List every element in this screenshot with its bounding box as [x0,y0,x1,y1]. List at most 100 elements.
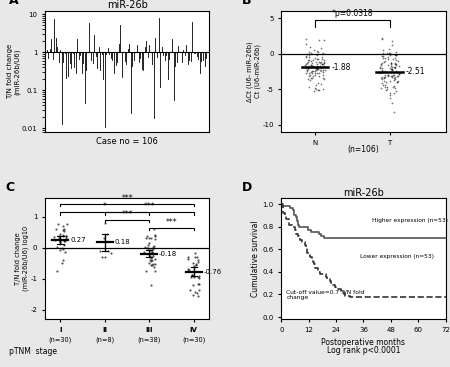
Point [380,83,387,88]
Point [313,70,320,76]
Point [148,249,155,255]
Point [394,58,401,64]
Point [144,245,152,251]
Point [382,84,389,90]
Point [60,228,68,234]
Point [317,65,324,71]
Point [143,235,150,240]
Point [320,86,327,92]
Point [151,264,158,270]
Point [303,41,310,47]
Point [387,63,394,69]
Point [380,55,387,61]
Point [59,228,67,233]
Point [148,249,156,255]
Point [389,67,396,73]
Point [392,76,399,82]
Point [55,233,63,239]
Point [382,83,389,88]
Point [391,90,398,96]
Text: pTNM  stage: pTNM stage [9,347,57,356]
Point [194,259,202,265]
Point [320,76,328,82]
Point [387,61,395,67]
Point [383,84,391,90]
Point [303,70,310,76]
Point [192,250,199,256]
Point [389,67,396,73]
Point [304,67,311,73]
Point [394,73,401,79]
Point [142,268,149,274]
Point [144,246,151,251]
Point [394,78,401,84]
Point [303,59,310,65]
Point [303,68,310,74]
Text: (n=38): (n=38) [138,336,161,343]
Point [303,64,310,70]
Point [391,55,398,61]
Point [144,233,151,239]
Point [145,240,152,246]
Point [192,254,199,260]
Point [320,62,327,68]
Point [387,59,394,65]
Point [151,268,158,274]
Point [320,61,328,66]
Point [320,72,327,78]
Point [313,48,320,54]
Point [304,59,311,65]
Point [312,59,319,65]
Point [377,65,384,70]
Point [381,72,388,78]
Point [189,282,197,288]
Point [307,75,314,81]
Point [149,253,157,259]
Point [381,68,388,74]
Point [311,68,319,74]
Point [390,84,397,90]
Point [144,243,152,248]
Point [193,262,200,268]
Text: -0.76: -0.76 [203,269,222,275]
Point [383,87,391,92]
Point [195,274,202,280]
Point [317,81,324,87]
Title: miR-26b: miR-26b [107,0,148,10]
Point [392,60,399,66]
Point [146,253,153,259]
Point [184,254,192,260]
Point [316,63,324,69]
Point [190,260,197,266]
Point [309,63,316,69]
Point [385,54,392,59]
Point [59,257,66,263]
Point [313,65,320,71]
Text: (n=8): (n=8) [95,336,114,343]
Point [389,66,396,72]
Point [302,61,310,67]
Y-axis label: T/N fold change
(miR-26b/U6) log10: T/N fold change (miR-26b/U6) log10 [15,226,29,291]
Point [60,246,67,252]
Text: Log rank p<0.0001: Log rank p<0.0001 [327,346,400,355]
Point [185,267,193,273]
Point [309,68,316,74]
Point [305,70,312,76]
Point [378,75,385,80]
Point [310,63,317,69]
Point [152,256,159,262]
Point [378,61,385,66]
Point [307,62,315,68]
Point [308,61,315,66]
Point [392,74,399,80]
Point [377,64,384,70]
Point [305,73,312,79]
Point [314,49,321,55]
Point [141,244,149,250]
Point [311,55,319,61]
Point [151,232,158,238]
Point [318,56,325,62]
Point [381,74,388,80]
Point [318,61,325,67]
Point [391,65,398,71]
